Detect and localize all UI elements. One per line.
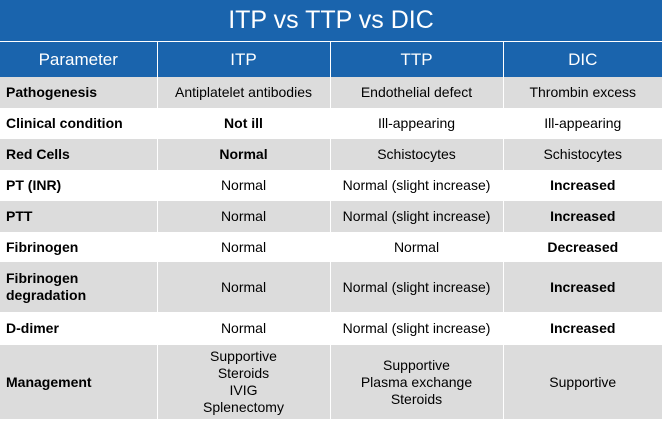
itp-management-line: IVIG [229,382,258,398]
ttp-cell: Schistocytes [329,139,503,170]
row-label: Pathogenesis [0,77,157,108]
ttp-cell: Normal (slight increase) [329,201,503,232]
dic-cell: Schistocytes [502,139,662,170]
table-row: Clinical condition Not ill Ill-appearing… [0,108,662,139]
row-label: Clinical condition [0,108,157,139]
ttp-management-line: Plasma exchange [360,373,473,390]
table-row: Fibrinogen degradation Normal Normal (sl… [0,262,662,312]
itp-cell: Normal [156,139,330,170]
table-row: D-dimer Normal Normal (slight increase) … [0,312,662,345]
itp-cell: Normal [156,262,330,312]
header-row: Parameter ITP TTP DIC [0,42,662,77]
itp-cell: Normal [156,170,330,201]
dic-cell: Increased [502,170,662,201]
itp-cell: Antiplatelet antibodies [156,77,330,108]
dic-cell: Increased [502,312,662,345]
table-row: Fibrinogen Normal Normal Decreased [0,232,662,262]
itp-cell: Normal [156,201,330,232]
ttp-cell: Supportive Plasma exchange Steroids [329,345,503,419]
ttp-management-line: Supportive [383,356,450,373]
ttp-cell: Normal (slight increase) [329,262,503,312]
dic-cell: Decreased [502,232,662,262]
ttp-cell: Endothelial defect [329,77,503,108]
comparison-table: Parameter ITP TTP DIC Pathogenesis Antip… [0,42,662,419]
table-row: PTT Normal Normal (slight increase) Incr… [0,201,662,232]
header-parameter: Parameter [0,42,157,77]
ttp-management-line: Steroids [390,390,443,407]
dic-cell: Ill-appearing [502,108,662,139]
ttp-cell: Normal [329,232,503,262]
row-label: Red Cells [0,139,157,170]
table-row: Red Cells Normal Schistocytes Schistocyt… [0,139,662,170]
ttp-cell: Normal (slight increase) [329,170,503,201]
itp-management-line: Supportive [210,348,277,364]
table-row: PT (INR) Normal Normal (slight increase)… [0,170,662,201]
dic-cell: Increased [502,201,662,232]
row-label: Management [0,345,157,419]
itp-cell: Not ill [156,108,330,139]
header-dic: DIC [502,42,662,77]
row-label: PT (INR) [0,170,157,201]
row-label: D-dimer [0,312,157,345]
itp-management-line: Splenectomy [203,399,284,415]
itp-management-line: Steroids [217,365,270,381]
page-title: ITP vs TTP vs DIC [0,0,662,42]
dic-cell: Thrombin excess [502,77,662,108]
ttp-cell: Ill-appearing [329,108,503,139]
header-itp: ITP [156,42,330,77]
itp-cell: Normal [156,312,330,345]
table-row: Management Supportive Steroids IVIG Sple… [0,345,662,419]
ttp-cell: Normal (slight increase) [329,312,503,345]
dic-cell: Supportive [502,345,662,419]
row-label: Fibrinogen degradation [0,262,157,312]
row-label: Fibrinogen [0,232,157,262]
header-ttp: TTP [329,42,503,77]
itp-cell: Supportive Steroids IVIG Splenectomy [156,345,330,419]
row-label: PTT [0,201,157,232]
dic-cell: Increased [502,262,662,312]
table-row: Pathogenesis Antiplatelet antibodies End… [0,77,662,108]
itp-cell: Normal [156,232,330,262]
